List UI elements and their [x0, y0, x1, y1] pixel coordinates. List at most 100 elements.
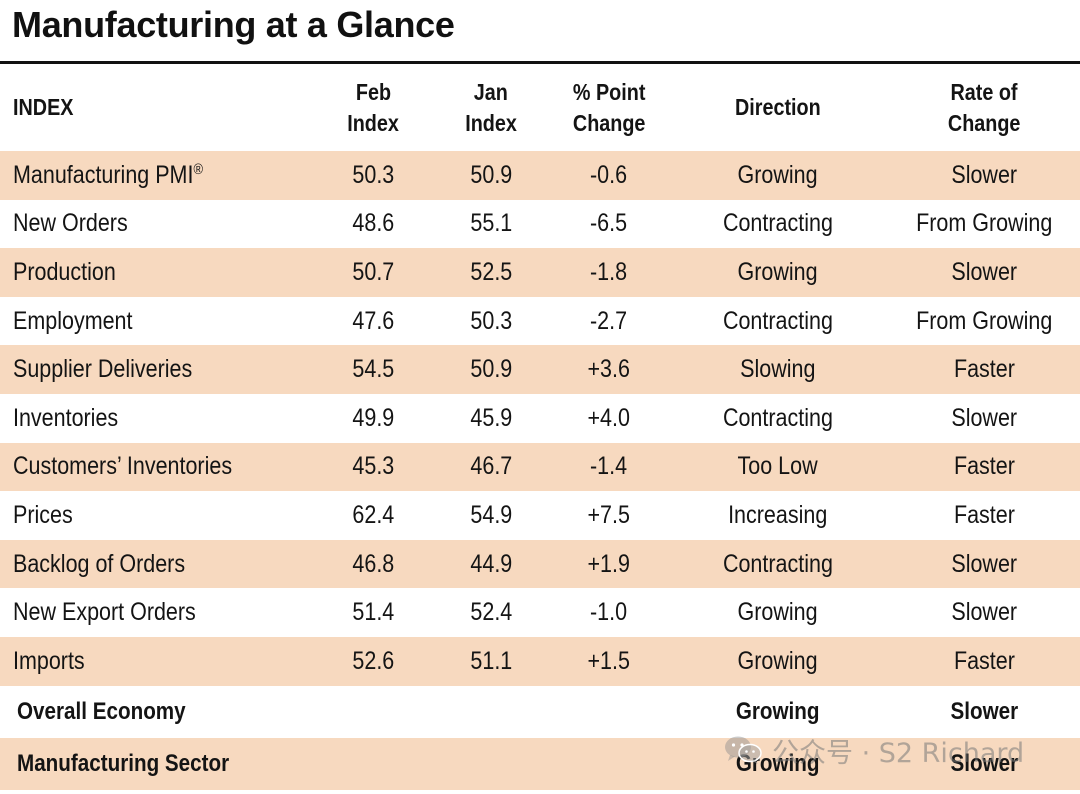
- point-change-value: +4.0: [587, 403, 631, 432]
- summary-rate-cell: Slower: [888, 686, 1080, 738]
- jan-index-value: 52.4: [470, 598, 512, 627]
- feb-index-cell: 50.7: [314, 248, 432, 297]
- rate-cell: From Growing: [888, 200, 1080, 249]
- point-change-cell: -0.6: [550, 151, 668, 200]
- row-name-cell: Imports: [0, 636, 314, 686]
- point-change-cell: -1.0: [550, 588, 668, 637]
- table-row: Employment 47.6 50.3 -2.7 Contracting Fr…: [0, 297, 1080, 346]
- table-row: Backlog of Orders 46.8 44.9 +1.9 Contrac…: [0, 539, 1080, 589]
- feb-index-value: 50.3: [352, 160, 394, 189]
- table-header-row: INDEX Feb Index Jan Index % Point Change…: [0, 64, 1080, 151]
- feb-index-value: 49.9: [352, 403, 394, 432]
- header-index-label: INDEX: [13, 94, 74, 120]
- feb-index-value: 47.6: [352, 306, 394, 335]
- empty-cell: [314, 686, 432, 738]
- table-row: New Export Orders 51.4 52.4 -1.0 Growing…: [0, 588, 1080, 637]
- header-feb-line2: Index: [347, 109, 399, 136]
- feb-index-value: 62.4: [352, 500, 394, 529]
- feb-index-cell: 54.5: [314, 345, 432, 394]
- row-name: Manufacturing PMI®: [13, 161, 203, 190]
- header-rate-line2: Change: [947, 109, 1021, 136]
- wechat-icon: [725, 736, 762, 764]
- point-change-value: +3.6: [587, 355, 631, 384]
- table-row: New Orders 48.6 55.1 -6.5 Contracting Fr…: [0, 200, 1080, 249]
- jan-index-cell: 52.5: [432, 248, 550, 297]
- rate-cell: From Growing: [888, 297, 1080, 346]
- point-change-cell: +7.5: [550, 491, 668, 540]
- rate-value: Slower: [951, 257, 1017, 286]
- table-row: Supplier Deliveries 54.5 50.9 +3.6 Slowi…: [0, 345, 1080, 394]
- point-change-value: +7.5: [587, 500, 631, 529]
- jan-index-value: 51.1: [470, 646, 512, 675]
- direction-value: Contracting: [723, 403, 833, 432]
- registered-mark: ®: [193, 160, 203, 178]
- manufacturing-table: INDEX Feb Index Jan Index % Point Change…: [0, 64, 1080, 790]
- feb-index-value: 52.6: [352, 646, 394, 675]
- row-name: Supplier Deliveries: [13, 355, 193, 384]
- row-name-cell: Backlog of Orders: [0, 539, 314, 589]
- direction-value: Contracting: [723, 209, 833, 238]
- jan-index-cell: 46.7: [432, 442, 550, 492]
- row-name-cell: New Export Orders: [0, 588, 314, 637]
- direction-value: Growing: [737, 598, 819, 627]
- point-change-value: -1.0: [590, 598, 628, 627]
- table-row: Manufacturing PMI® 50.3 50.9 -0.6 Growin…: [0, 151, 1080, 200]
- jan-index-cell: 50.3: [432, 297, 550, 346]
- summary-rate-cell: Slower: [888, 737, 1080, 790]
- summary-direction-cell: Growing: [668, 686, 888, 738]
- rate-cell: Faster: [888, 442, 1080, 492]
- row-name-cell: Prices: [0, 491, 314, 540]
- summary-direction-cell: Growing: [668, 737, 888, 790]
- point-change-value: -6.5: [590, 209, 628, 238]
- header-index: INDEX: [0, 64, 314, 151]
- direction-cell: Contracting: [668, 297, 888, 346]
- row-name: Imports: [13, 646, 85, 675]
- direction-cell: Contracting: [668, 200, 888, 249]
- row-name: New Export Orders: [13, 598, 196, 627]
- direction-cell: Slowing: [668, 345, 888, 394]
- summary-name-cell: Manufacturing Sector: [0, 737, 314, 790]
- rate-cell: Slower: [888, 394, 1080, 443]
- point-change-value: +1.5: [587, 646, 631, 675]
- point-change-value: -2.7: [590, 306, 628, 335]
- summary-name: Manufacturing Sector: [17, 749, 230, 777]
- summary-rate: Slower: [950, 697, 1018, 725]
- direction-value: Growing: [737, 646, 819, 675]
- jan-index-cell: 51.1: [432, 636, 550, 686]
- header-rate-of-change: Rate of Change: [888, 64, 1080, 151]
- empty-cell: [550, 686, 668, 738]
- empty-cell: [314, 737, 432, 790]
- feb-index-cell: 51.4: [314, 588, 432, 637]
- rate-cell: Faster: [888, 345, 1080, 394]
- row-name-cell: Inventories: [0, 394, 314, 443]
- direction-cell: Growing: [668, 636, 888, 686]
- rate-value: Slower: [951, 598, 1017, 627]
- point-change-cell: -6.5: [550, 200, 668, 249]
- direction-cell: Growing: [668, 588, 888, 637]
- feb-index-value: 46.8: [352, 549, 394, 578]
- direction-cell: Growing: [668, 248, 888, 297]
- row-name-cell: Production: [0, 248, 314, 297]
- rate-cell: Faster: [888, 491, 1080, 540]
- jan-index-cell: 50.9: [432, 345, 550, 394]
- header-jan-index: Jan Index: [432, 64, 550, 151]
- header-jan-line1: Jan: [473, 78, 509, 105]
- direction-value: Slowing: [740, 355, 816, 384]
- feb-index-cell: 50.3: [314, 151, 432, 200]
- rate-cell: Faster: [888, 636, 1080, 686]
- row-name: Employment: [13, 306, 133, 335]
- row-name-cell: Customers’ Inventories: [0, 442, 314, 492]
- header-rate-line1: Rate of: [950, 78, 1018, 105]
- row-name-cell: Employment: [0, 297, 314, 346]
- direction-value: Too Low: [737, 452, 819, 481]
- row-name-text: Manufacturing PMI: [13, 160, 194, 189]
- jan-index-value: 52.5: [470, 257, 512, 286]
- feb-index-value: 45.3: [352, 452, 394, 481]
- table-row: Imports 52.6 51.1 +1.5 Growing Faster: [0, 636, 1080, 686]
- feb-index-cell: 45.3: [314, 442, 432, 492]
- point-change-cell: +4.0: [550, 394, 668, 443]
- direction-cell: Contracting: [668, 539, 888, 589]
- header-feb-index: Feb Index: [314, 64, 432, 151]
- point-change-cell: -1.4: [550, 442, 668, 492]
- header-jan-line2: Index: [465, 109, 517, 136]
